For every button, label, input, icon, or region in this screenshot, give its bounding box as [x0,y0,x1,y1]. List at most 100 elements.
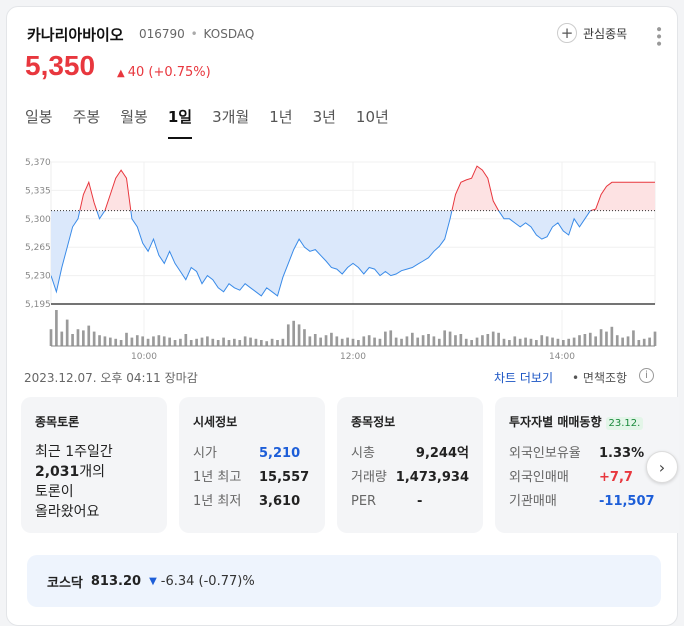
volume-bar [518,338,522,346]
volume-bar [637,340,641,346]
volume-bar [330,332,333,346]
discussion-line3: 토론이 [35,484,74,500]
volume-bar [470,340,473,346]
volume-bar [545,336,549,346]
volume-bar [76,329,80,346]
disclaimer-link[interactable]: • 면책조항 [572,369,627,386]
volume-bar [454,335,457,346]
discussion-box[interactable]: 종목토론 최근 1주일간 2,031개의 토론이 올라왔어요 [21,397,167,533]
volume-bar [642,338,646,346]
y-tick-label: 5,195 [25,300,51,310]
discussion-line1: 최근 1주일간 [35,444,113,460]
tab-1-year[interactable]: 1년 [269,108,293,126]
institution-trade-row: 기관매매 -11,507 [509,490,665,514]
volume-bar [481,335,484,346]
volume-bar [561,340,565,346]
open-price-label: 시가 [193,446,217,461]
stock-info-box[interactable]: 종목정보 시총 9,244억 거래량 1,473,934 PER - [337,397,483,533]
discussion-title: 종목토론 [35,415,80,429]
volume-bar [114,338,118,346]
volume-bar [351,338,355,346]
volume-bar [648,337,651,346]
volume-bar [195,338,198,346]
volume-bar [216,340,220,346]
volume-bar [513,336,517,346]
tab-daily[interactable]: 일봉 [25,108,53,126]
y-tick-label: 5,300 [25,215,51,225]
volume-bar [475,337,479,346]
tab-weekly[interactable]: 주봉 [72,108,101,126]
volume-bar [556,338,560,346]
foreign-trade-label: 외국인매매 [509,470,569,485]
volume-bar [254,338,258,346]
volume-bar [357,340,360,346]
volume-bar [615,335,619,346]
volume-bar [410,332,414,346]
volume-bar [346,337,349,346]
discussion-line4: 올라왔어요 [35,504,100,520]
volume-bar [448,331,452,346]
volume-bar [276,340,279,346]
volume-bar [108,337,112,346]
volume-bar [464,338,468,346]
volume-bar [567,338,571,346]
volume-bar [610,326,614,346]
year-high-value: 15,557 [259,470,310,485]
volume-bar [281,338,285,346]
volume-bar [141,336,145,346]
volume-bar [71,334,74,346]
separator-dot: • [190,27,198,41]
up-arrow-icon: ▲ [117,68,125,79]
price-change-value: 40 (+0.75%) [127,65,211,80]
info-icon[interactable]: i [639,368,654,383]
foreign-ownership-row: 외국인보유율 1.33% [509,442,665,466]
plus-icon: + [557,23,577,43]
stock-name[interactable]: 카나리아바이오 [27,26,124,44]
year-high-row: 1년 최고 15,557 [193,466,311,490]
volume-bar [243,336,247,346]
volume-bar [135,335,139,346]
volume-bar [389,330,393,346]
volume-bar [98,335,101,346]
stock-code: 016790 [139,27,185,41]
more-options-icon[interactable]: ••• [650,25,666,47]
tab-3-months[interactable]: 3개월 [212,108,250,126]
volume-bar [486,334,490,346]
volume-bar [238,340,242,346]
volume-bar [265,341,269,346]
per-label: PER [351,494,377,509]
tab-1-day[interactable]: 1일 [167,106,193,139]
volume-bar [184,334,188,346]
tab-10-years[interactable]: 10년 [355,108,389,126]
intraday-price-chart[interactable]: 5,370 5,335 5,300 5,265 5,230 5,195 10:00 12:00… [7,152,679,362]
chevron-right-icon: › [658,457,666,477]
more-chart-link[interactable]: 차트 더보기 [494,371,554,385]
volume-bar [626,336,630,346]
index-change: -6.34 (-0.77)% [160,573,255,589]
market-info-box[interactable]: 시세정보 시가 5,210 1년 최고 15,557 1년 최저 3,610 [179,397,325,533]
volume-bar [621,337,624,346]
kosdaq-index-bar[interactable]: 코스닥 813.20 ▼ -6.34 (-0.77)% [27,555,661,607]
volume-bar [162,336,166,346]
volume-label: 거래량 [351,470,387,485]
volume-bar [173,340,177,346]
volume-bar [55,310,58,346]
volume-bar [373,337,376,346]
add-favorite-button[interactable]: + 관심종목 [557,23,627,43]
volume-bar [60,331,64,346]
tab-monthly[interactable]: 월봉 [120,108,148,126]
tab-3-years[interactable]: 3년 [312,108,336,126]
stock-card: 카나리아바이오 016790 • KOSDAQ + 관심종목 ••• 5,350… [6,6,679,626]
market-cap-label: 시총 [351,446,375,461]
volume-bar [206,336,209,346]
volume-bar [249,337,252,346]
next-arrow-button[interactable]: › [646,451,678,483]
volume-bar [335,336,339,346]
volume-bar [535,340,538,346]
volume-bar [49,329,53,346]
volume-bar [324,335,328,346]
volume-bar [405,336,409,346]
volume-bar [259,340,263,346]
volume-bar [459,334,463,346]
volume-bar [92,331,96,346]
